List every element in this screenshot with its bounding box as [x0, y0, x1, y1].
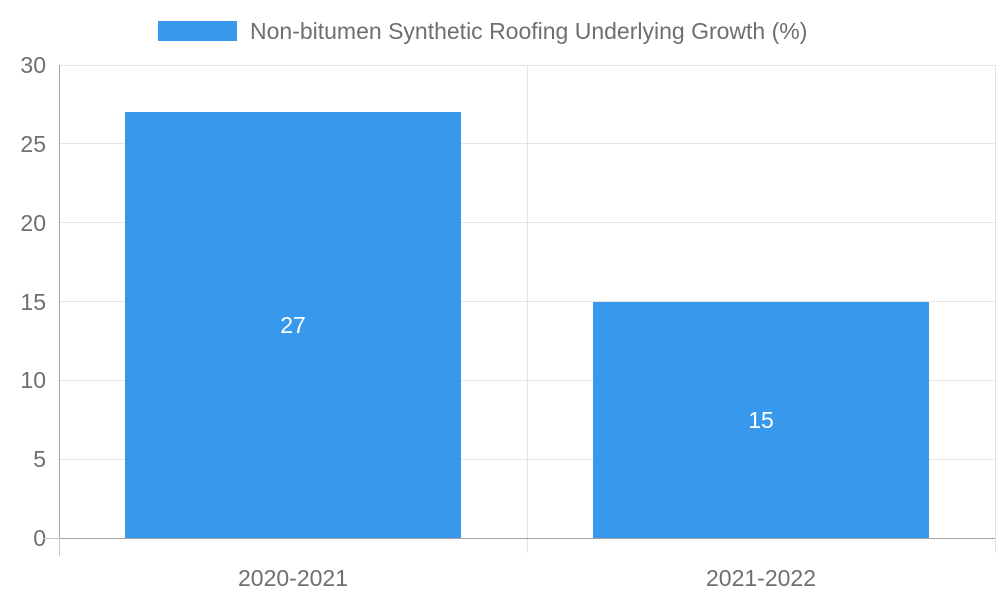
- y-axis-tick-label: 10: [20, 367, 46, 394]
- legend-item[interactable]: Non-bitumen Synthetic Roofing Underlying…: [158, 18, 807, 44]
- legend-swatch: [158, 21, 237, 41]
- y-axis-tick-label: 25: [20, 130, 46, 157]
- bar[interactable]: [125, 112, 461, 538]
- y-axis-zero-tick: [43, 537, 59, 539]
- bar-value-label: 27: [280, 312, 306, 339]
- x-axis-category-label: 2020-2021: [238, 565, 348, 591]
- y-axis-tick-label: 5: [33, 446, 46, 473]
- bar[interactable]: [593, 301, 929, 538]
- x-axis-category-label: 2021-2022: [706, 565, 816, 591]
- band-separator-tick: [526, 538, 528, 553]
- band-separator-line: [994, 65, 996, 538]
- y-axis-tick-label: 0: [33, 525, 46, 551]
- band-separator-tick: [994, 538, 996, 553]
- band-separator-line: [526, 65, 528, 538]
- y-axis-tick-label: 15: [20, 288, 46, 315]
- y-axis-line: [58, 65, 60, 538]
- bar-value-label: 15: [748, 406, 774, 433]
- y-axis-bottom-tick: [58, 538, 60, 556]
- x-axis-baseline: [59, 537, 995, 539]
- legend-label: Non-bitumen Synthetic Roofing Underlying…: [250, 18, 808, 44]
- y-axis-tick-label: 20: [20, 209, 46, 236]
- y-axis-tick-label: 30: [20, 52, 46, 78]
